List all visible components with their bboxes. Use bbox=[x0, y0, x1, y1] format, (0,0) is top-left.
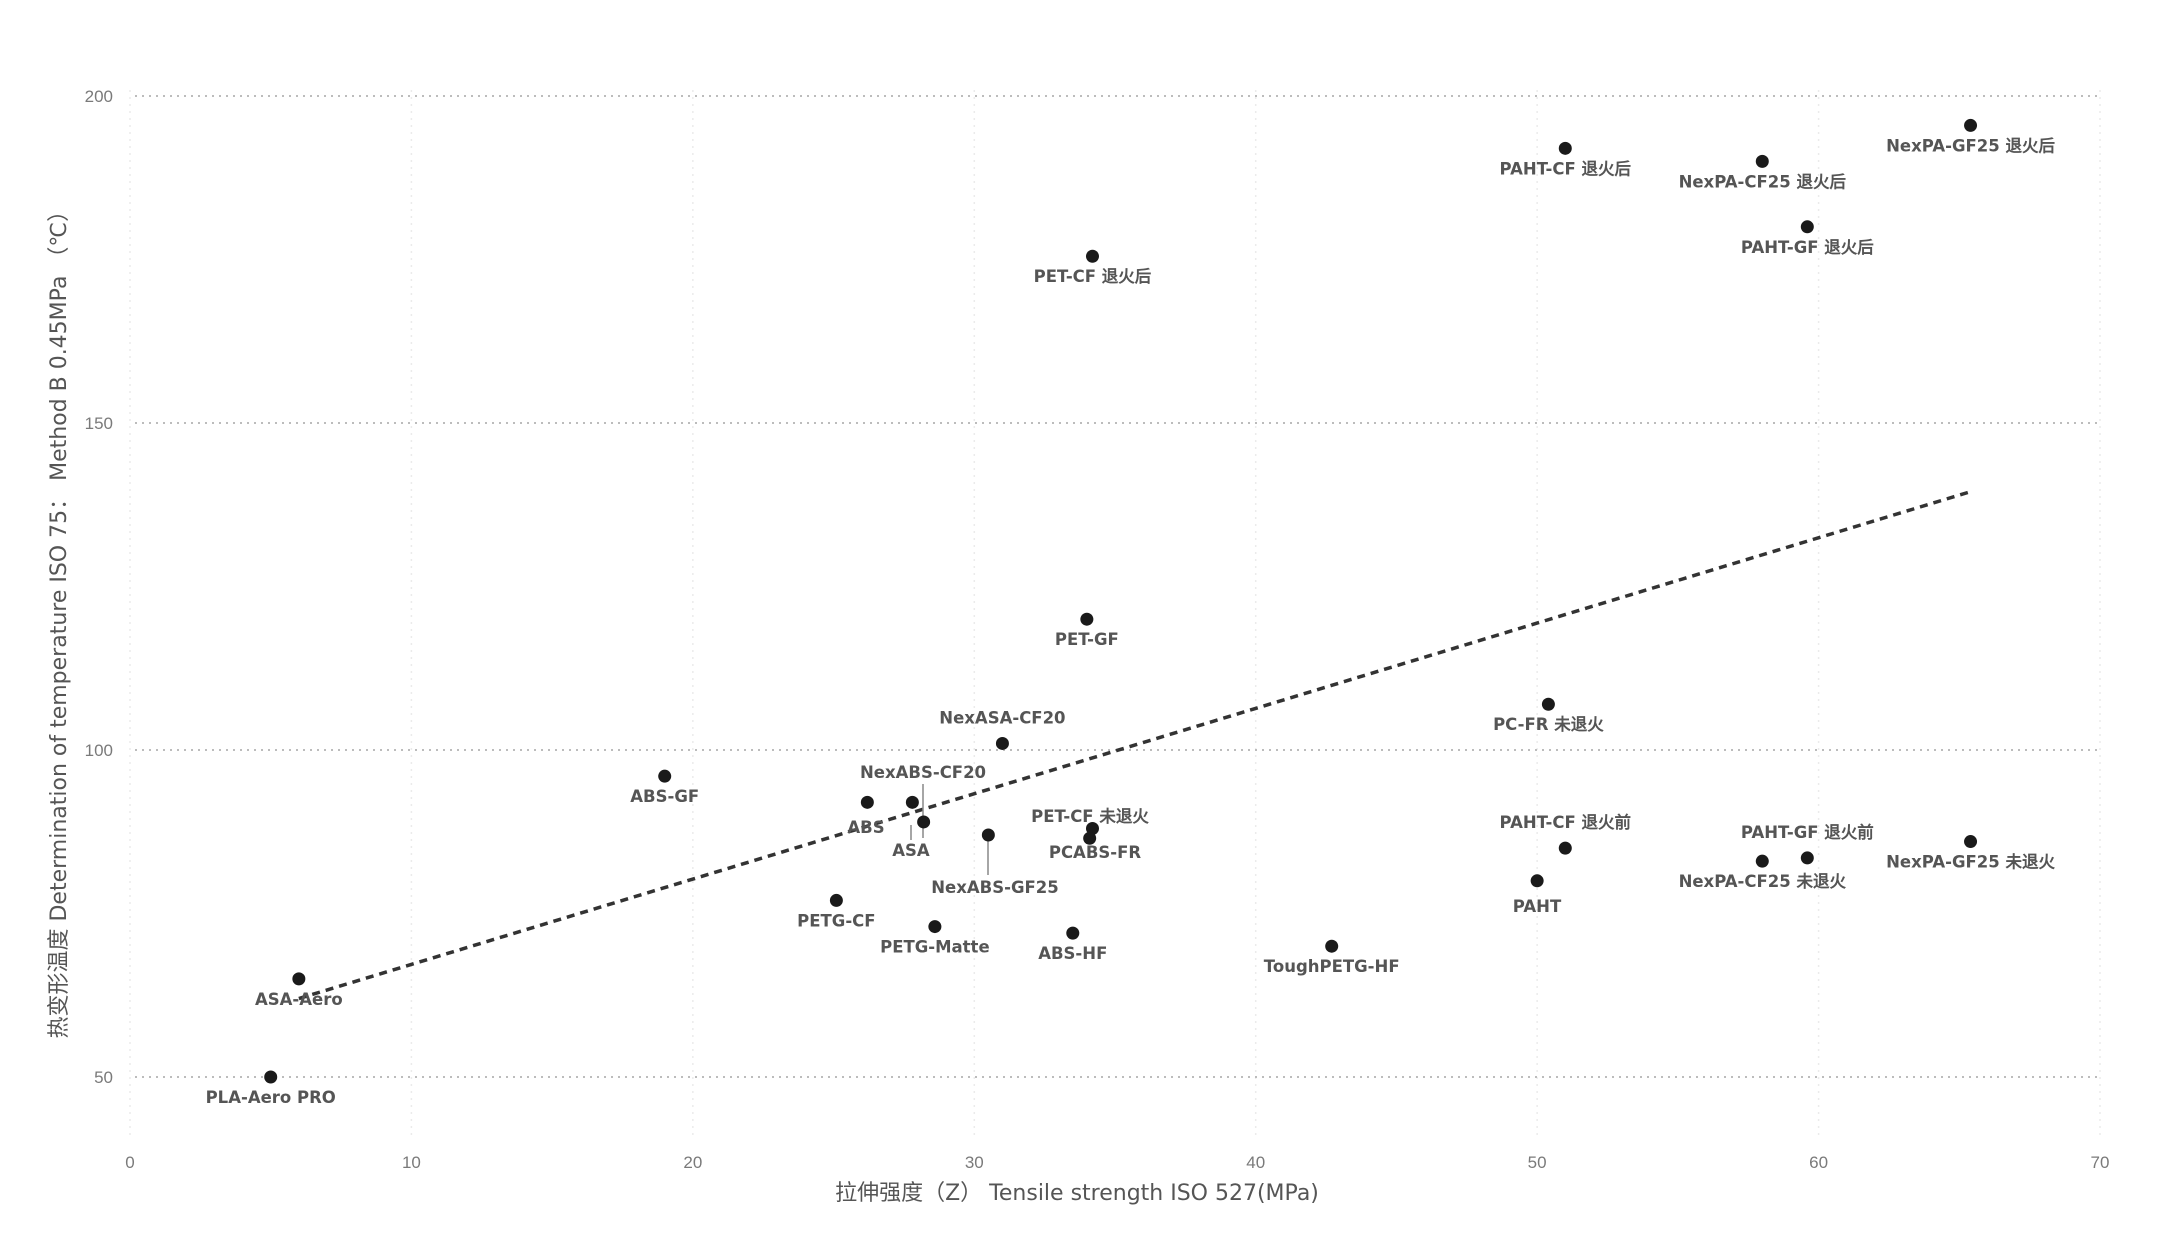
data-point[interactable] bbox=[981, 828, 995, 842]
point-label: ASA-Aero bbox=[255, 990, 343, 1009]
x-tick-label: 0 bbox=[125, 1153, 134, 1172]
point-label: PLA-Aero PRO bbox=[206, 1088, 336, 1107]
x-tick-label: 10 bbox=[402, 1153, 421, 1172]
point-label: ABS-GF bbox=[630, 787, 699, 806]
y-tick-label: 100 bbox=[85, 741, 113, 760]
point-label: PAHT-CF 退火后 bbox=[1500, 159, 1632, 178]
x-tick-label: 40 bbox=[1246, 1153, 1265, 1172]
grid bbox=[129, 90, 2101, 1140]
data-point[interactable] bbox=[1755, 154, 1769, 168]
data-point[interactable] bbox=[1083, 831, 1097, 845]
data-point[interactable] bbox=[1800, 851, 1814, 865]
point-label: NexPA-GF25 未退火 bbox=[1886, 852, 2055, 872]
data-point[interactable] bbox=[1530, 874, 1544, 888]
data-point[interactable] bbox=[1541, 697, 1555, 711]
point-label: PC-FR 未退火 bbox=[1493, 714, 1604, 734]
data-point[interactable] bbox=[905, 795, 919, 809]
point-label: PAHT-GF 退火前 bbox=[1741, 822, 1874, 842]
data-point[interactable] bbox=[1558, 141, 1572, 155]
point-labels: PLA-Aero PRO ASA-Aero ABS-GF ABS NexABS-CF20… bbox=[206, 136, 2056, 1107]
point-label: PAHT-CF 退火前 bbox=[1500, 812, 1631, 832]
point-label: ABS-HF bbox=[1038, 944, 1107, 963]
trend-line bbox=[298, 489, 1972, 1001]
x-tick-label: 60 bbox=[1809, 1153, 1828, 1172]
point-label: PETG-CF bbox=[797, 911, 875, 930]
data-point[interactable] bbox=[1800, 220, 1814, 234]
leader-lines bbox=[910, 784, 989, 875]
data-point[interactable] bbox=[292, 972, 306, 986]
point-label: ToughPETG-HF bbox=[1264, 957, 1400, 976]
x-tick-label: 30 bbox=[965, 1153, 984, 1172]
data-point[interactable] bbox=[1964, 118, 1978, 132]
data-point[interactable] bbox=[1325, 939, 1339, 953]
x-tick-label: 50 bbox=[1528, 1153, 1547, 1172]
point-label: PCABS-FR bbox=[1049, 843, 1142, 862]
x-tick-label: 70 bbox=[2091, 1153, 2110, 1172]
point-label: NexPA-GF25 退火后 bbox=[1886, 136, 2055, 155]
point-label: PET-GF bbox=[1055, 630, 1119, 649]
y-axis-title: 热变形温度 Determination of temperature ISO 7… bbox=[47, 200, 72, 1039]
point-label: PAHT-GF 退火后 bbox=[1741, 238, 1874, 257]
point-label: NexABS-CF20 bbox=[860, 763, 986, 782]
y-tick-label: 50 bbox=[94, 1068, 113, 1087]
point-label: PET-CF 退火后 bbox=[1034, 267, 1152, 286]
x-tick-label: 20 bbox=[683, 1153, 702, 1172]
data-point[interactable] bbox=[1085, 249, 1099, 263]
point-label: ABS bbox=[847, 818, 884, 837]
x-axis-title: 拉伸强度（Z） Tensile strength ISO 527(MPa) bbox=[835, 1181, 1319, 1206]
data-point[interactable] bbox=[1964, 835, 1978, 849]
data-point[interactable] bbox=[1080, 612, 1094, 626]
y-tick-label: 150 bbox=[85, 414, 113, 433]
data-points bbox=[264, 118, 1978, 1084]
data-point[interactable] bbox=[928, 920, 942, 934]
data-point[interactable] bbox=[658, 769, 672, 783]
data-point[interactable] bbox=[829, 893, 843, 907]
axes: 0 10 20 30 40 50 60 70 50 100 150 200 bbox=[85, 87, 2110, 1172]
y-tick-label: 200 bbox=[85, 87, 113, 106]
point-label: PET-CF 未退火 bbox=[1031, 806, 1149, 826]
point-label: NexASA-CF20 bbox=[939, 708, 1065, 727]
point-label: NexABS-GF25 bbox=[931, 878, 1059, 897]
point-label: PETG-Matte bbox=[880, 938, 990, 957]
point-label: PAHT bbox=[1513, 897, 1562, 916]
data-point[interactable] bbox=[264, 1070, 278, 1084]
data-point[interactable] bbox=[1558, 841, 1572, 855]
trendline bbox=[298, 489, 1972, 1001]
data-point[interactable] bbox=[1066, 926, 1080, 940]
data-point[interactable] bbox=[995, 736, 1009, 750]
data-point[interactable] bbox=[917, 815, 931, 829]
point-label: ASA bbox=[892, 841, 930, 860]
data-point[interactable] bbox=[1085, 821, 1099, 835]
data-point[interactable] bbox=[860, 795, 874, 809]
data-point[interactable] bbox=[1755, 854, 1769, 868]
point-label: NexPA-CF25 未退火 bbox=[1679, 871, 1847, 891]
point-label: NexPA-CF25 退火后 bbox=[1679, 172, 1847, 191]
